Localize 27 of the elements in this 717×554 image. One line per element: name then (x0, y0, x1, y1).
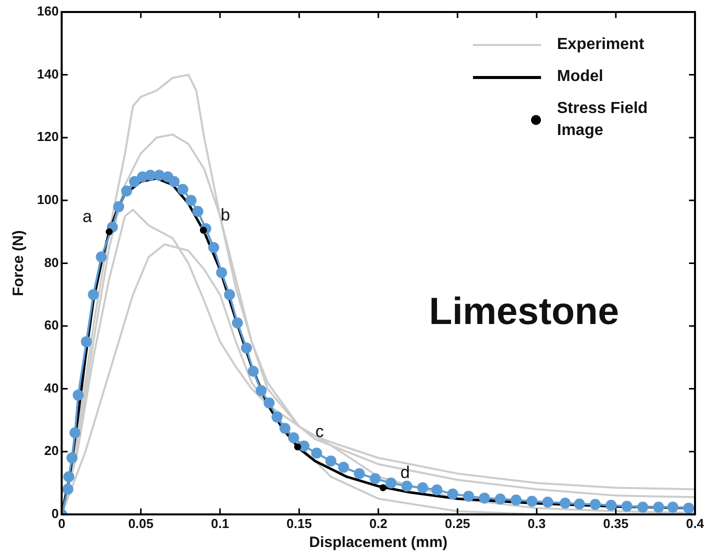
x-tick-label: 0.3 (528, 516, 546, 531)
annotation: b (220, 205, 230, 224)
y-tick-label: 0 (51, 506, 59, 521)
annotation: c (315, 422, 324, 442)
legend-label: Experiment (557, 35, 646, 55)
y-axis-title: Force (N) (10, 230, 28, 296)
y-tick-label: 80 (44, 254, 59, 270)
x-tick-label: 0.35 (603, 516, 628, 531)
annotation: d (400, 462, 410, 482)
legend-label: Stress Field Image (557, 99, 649, 141)
x-tick-label: 0.15 (286, 516, 312, 531)
y-tick-label: 160 (36, 4, 59, 19)
y-tick-label: 60 (44, 318, 59, 333)
annotation: Limestone (428, 290, 620, 333)
y-tick-label: 100 (36, 192, 59, 207)
y-tick-label: 20 (44, 443, 59, 458)
x-tick-label: 0.4 (686, 516, 705, 531)
y-tick-label: 120 (36, 129, 59, 144)
x-tick-label: 0.1 (210, 516, 230, 531)
y-tick-label: 140 (36, 66, 59, 82)
y-tick-label: 40 (44, 380, 59, 396)
x-tick-label: 0.25 (444, 516, 470, 531)
x-tick-label: 0.05 (128, 516, 154, 531)
x-axis-title: Displacement (mm) (309, 534, 448, 552)
legend-label: Model (557, 67, 604, 87)
x-tick-label: 0.2 (369, 516, 388, 531)
annotation: a (82, 206, 92, 226)
